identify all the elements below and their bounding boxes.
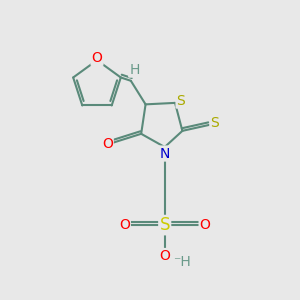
Text: S: S [176,94,185,107]
Text: O: O [200,218,211,232]
Text: ⁻H: ⁻H [173,255,191,269]
Text: S: S [210,116,219,130]
Text: S: S [160,216,170,234]
Text: O: O [119,218,130,232]
Text: H: H [129,63,140,76]
Text: O: O [92,51,102,65]
Text: O: O [102,137,113,151]
Text: N: N [160,146,170,161]
Text: O: O [159,249,170,263]
